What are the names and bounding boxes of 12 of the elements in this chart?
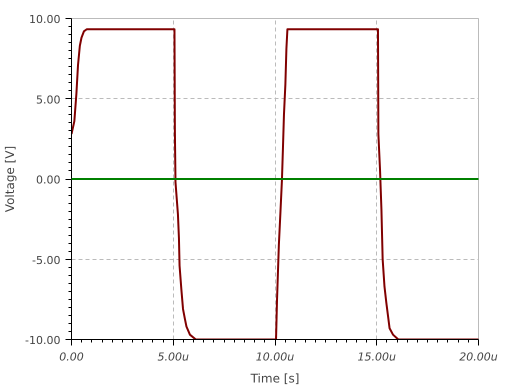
y-tick-label: 5.00 <box>36 93 61 106</box>
x-axis-title: Time [s] <box>250 372 300 386</box>
y-tick-label: -5.00 <box>32 254 61 267</box>
y-axis-title: Voltage [V] <box>3 146 18 212</box>
x-tick-label: 20.00u <box>459 350 498 364</box>
x-tick-label: 10.00u <box>256 350 294 364</box>
x-tick-label: 5.00u <box>158 350 190 364</box>
x-tick-label: 0.00 <box>59 350 84 364</box>
y-tick-label: 10.00 <box>29 13 61 26</box>
y-tick-label: 0.00 <box>36 174 61 186</box>
y-tick-label: -10.00 <box>25 334 61 347</box>
x-tick-label: 15.00u <box>358 350 396 364</box>
